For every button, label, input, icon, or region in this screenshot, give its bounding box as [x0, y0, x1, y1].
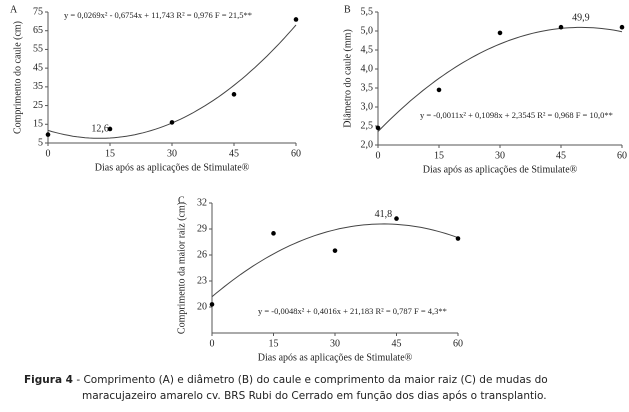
x-tick-label: 30	[330, 338, 340, 349]
x-tick-label: 60	[617, 150, 627, 161]
data-point	[455, 236, 461, 241]
data-point	[231, 92, 237, 97]
y-axis-label: Comprimento do caule (cm)	[12, 21, 23, 134]
x-tick-label: 15	[434, 150, 444, 161]
y-tick-label: 45	[33, 62, 43, 73]
panel-label: C	[178, 195, 185, 206]
figure: 5 15 25 35 45 55 65 75 0 15 30 45 60 Dias após as apl…	[10, 4, 627, 363]
y-tick-label: 5,0	[361, 25, 374, 36]
x-tick-label: 45	[556, 150, 566, 161]
equation: y = -0,0011x² + 0,1098x + 2,3545 R² = 0,…	[420, 110, 613, 120]
data-point	[619, 24, 625, 30]
y-tick-label: 29	[197, 223, 207, 234]
data-point	[107, 126, 113, 132]
y-tick-label: 55	[33, 44, 43, 55]
y-tick-label: 35	[33, 81, 43, 92]
panel-label: B	[344, 4, 351, 15]
x-tick-label: 60	[453, 338, 463, 349]
y-axis-label: Comprimento da maior raiz (cm)	[176, 202, 187, 334]
x-tick-label: 15	[269, 338, 279, 349]
caption: Figura 4 - Comprimento (A) e diâmetro (B…	[24, 372, 614, 404]
y-tick-label: 75	[33, 6, 43, 17]
data-point	[558, 24, 564, 30]
x-tick-label: 0	[210, 338, 215, 349]
data-point	[497, 30, 503, 36]
annotation: 49,9	[572, 13, 590, 24]
data-point	[209, 302, 215, 307]
y-tick-label: 2,5	[361, 120, 374, 131]
x-axis-label: Dias após as aplicações de Stimulate®	[95, 162, 250, 173]
equation: y = -0,0048x² + 0,4016x + 21,183 R² = 0,…	[258, 306, 447, 316]
trend-curve	[211, 223, 459, 298]
y-tick-label: 4,0	[361, 63, 374, 74]
y-tick-label: 26	[197, 249, 207, 260]
data-point	[332, 248, 338, 253]
data-point	[45, 132, 51, 137]
y-tick-label: 15	[33, 119, 43, 130]
x-tick-label: 30	[167, 148, 177, 159]
y-tick-label: 25	[33, 100, 43, 111]
x-tick-label: 45	[229, 148, 239, 159]
annotation: 41,8	[375, 209, 393, 220]
x-tick-label: 0	[376, 150, 381, 161]
caption-label: Figura 4	[24, 374, 73, 386]
y-tick-label: 5	[38, 137, 43, 148]
x-tick-label: 15	[105, 148, 115, 159]
y-axis-label: Diâmetro do caule (mm)	[342, 29, 353, 128]
panel-label: A	[10, 4, 18, 15]
y-tick-label: 3,5	[361, 82, 374, 93]
y-tick-label: 4,5	[361, 44, 374, 55]
y-tick-label: 32	[197, 197, 207, 208]
x-tick-label: 45	[392, 338, 402, 349]
y-tick-label: 20	[197, 301, 207, 312]
x-tick-label: 0	[46, 148, 51, 159]
data-point	[436, 87, 442, 93]
y-tick-label: 5,5	[361, 6, 374, 17]
equation: y = 0,0269x² - 0,6754x + 11,743 R² = 0,9…	[64, 10, 252, 20]
y-tick-label: 3,0	[361, 101, 374, 112]
data-point	[394, 216, 399, 221]
x-tick-label: 60	[291, 148, 301, 159]
y-tick-label: 2,0	[361, 139, 374, 150]
trend-curve	[377, 26, 623, 132]
x-axis-label: Dias após as aplicações de Stimulate®	[423, 164, 578, 175]
x-tick-label: 30	[495, 150, 505, 161]
data-point	[271, 231, 276, 236]
data-point	[169, 120, 175, 125]
caption-text: - Comprimento (A) e diâmetro (B) do caul…	[76, 374, 548, 402]
x-axis-label: Dias após as aplicações de Stimulate®	[258, 352, 413, 363]
y-tick-label: 23	[197, 275, 207, 286]
data-point	[293, 17, 299, 22]
annotation: 12,6	[91, 124, 109, 135]
data-point	[375, 125, 381, 131]
y-tick-label: 65	[33, 25, 43, 36]
